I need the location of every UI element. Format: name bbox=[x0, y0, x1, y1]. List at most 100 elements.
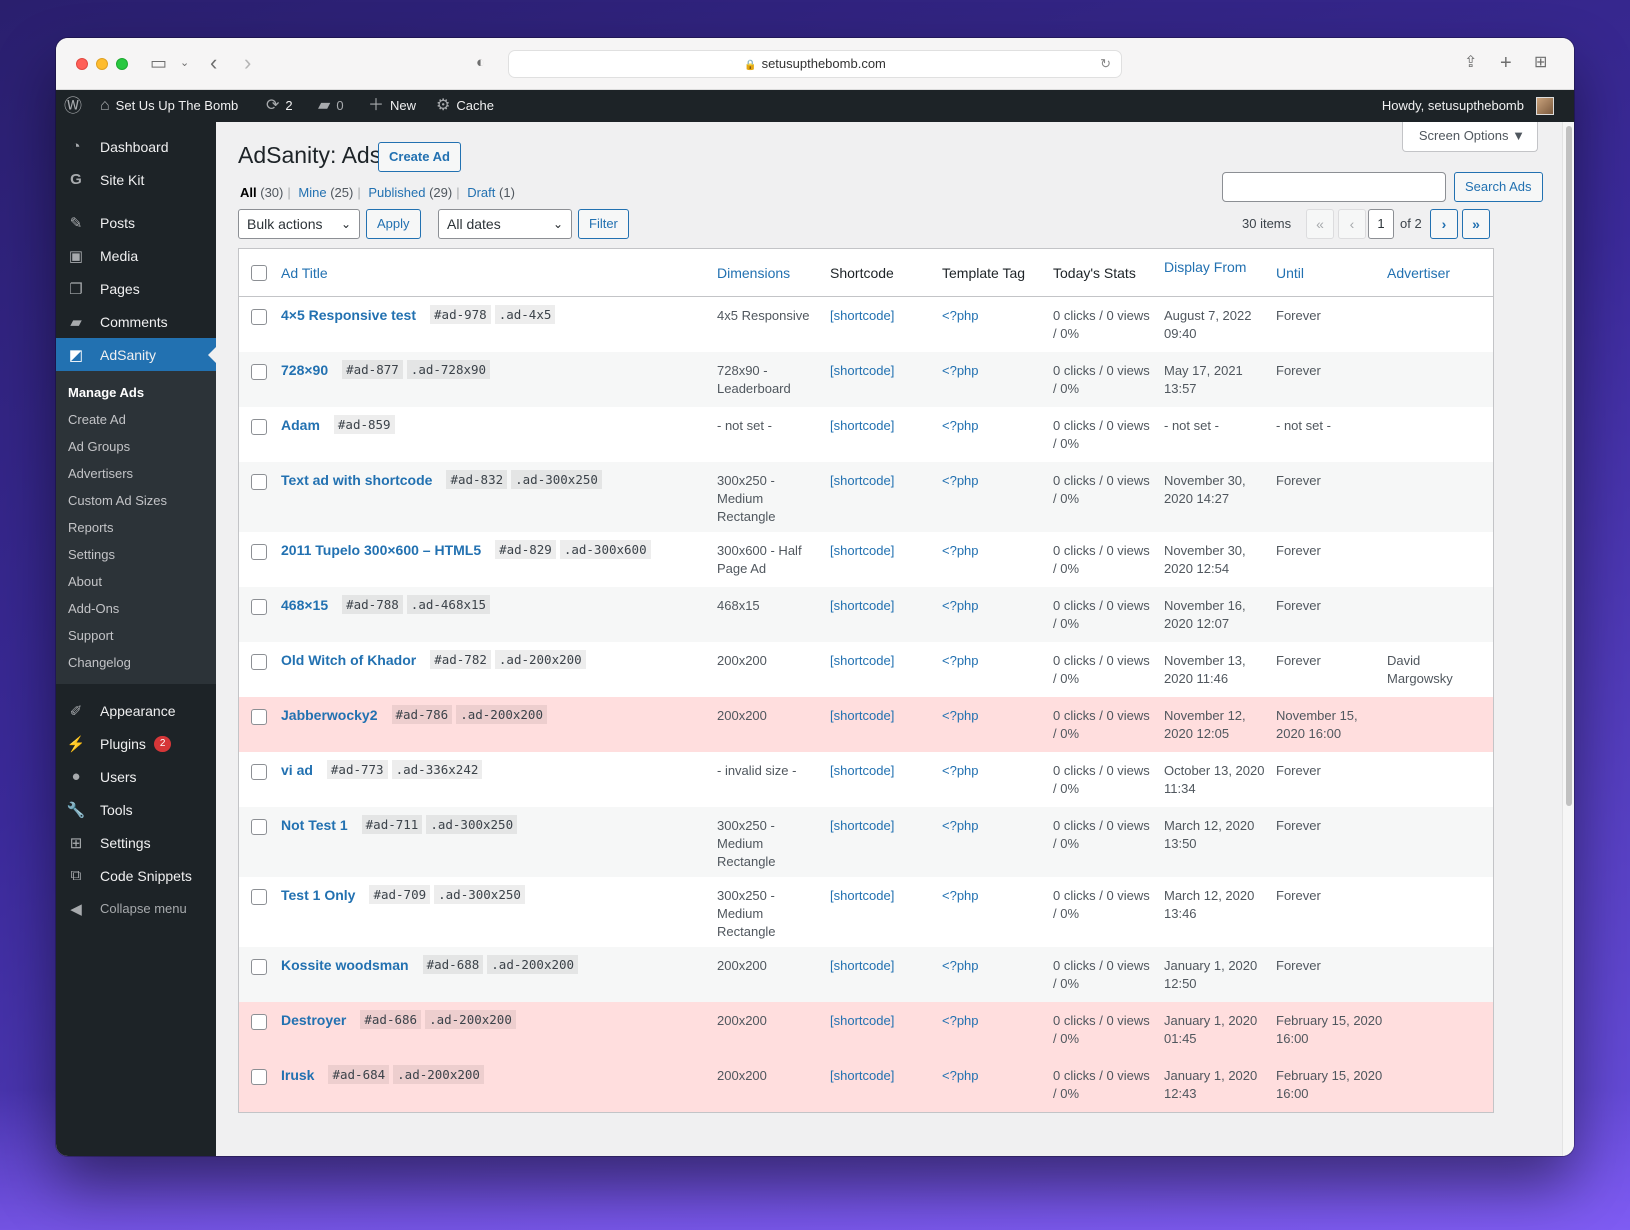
row-checkbox[interactable] bbox=[251, 1014, 267, 1030]
search-input[interactable] bbox=[1222, 172, 1446, 202]
current-page-input[interactable]: 1 bbox=[1368, 209, 1394, 239]
submenu-create-ad[interactable]: Create Ad bbox=[68, 412, 126, 427]
select-all-checkbox[interactable] bbox=[251, 265, 267, 281]
sidebar-item-pages[interactable]: ❐ Pages bbox=[56, 272, 216, 305]
submenu-about[interactable]: About bbox=[68, 574, 102, 589]
sidebar-item-appearance[interactable]: ✐ Appearance bbox=[56, 694, 216, 727]
scrollbar-thumb[interactable] bbox=[1566, 126, 1572, 806]
column-advertiser[interactable]: Advertiser bbox=[1387, 265, 1451, 281]
last-page-button[interactable]: » bbox=[1462, 209, 1490, 239]
comments-link[interactable]: ▰ 0 bbox=[318, 90, 344, 122]
row-checkbox[interactable] bbox=[251, 544, 267, 560]
row-checkbox[interactable] bbox=[251, 764, 267, 780]
template-tag-link[interactable]: <?php bbox=[942, 1013, 979, 1028]
row-checkbox[interactable] bbox=[251, 309, 267, 325]
template-tag-link[interactable]: <?php bbox=[942, 888, 979, 903]
ad-title-link[interactable]: Destroyer bbox=[281, 1011, 347, 1028]
sidebar-item-plugins[interactable]: ⚡ Plugins 2 bbox=[56, 727, 216, 760]
new-tab-icon[interactable]: + bbox=[1500, 52, 1512, 74]
sidebar-item-users[interactable]: ● Users bbox=[56, 760, 216, 793]
shortcode-link[interactable]: [shortcode] bbox=[830, 543, 895, 558]
page-scrollbar[interactable] bbox=[1562, 122, 1574, 1156]
share-icon[interactable]: ⇪ bbox=[1464, 54, 1478, 71]
view-all[interactable]: All bbox=[240, 185, 257, 200]
ad-title-link[interactable]: 4×5 Responsive test bbox=[281, 306, 417, 323]
submenu-reports[interactable]: Reports bbox=[68, 520, 114, 535]
shortcode-link[interactable]: [shortcode] bbox=[830, 1013, 895, 1028]
shortcode-link[interactable]: [shortcode] bbox=[830, 598, 895, 613]
template-tag-link[interactable]: <?php bbox=[942, 308, 979, 323]
submenu-manage-ads[interactable]: Manage Ads bbox=[68, 385, 145, 400]
shortcode-link[interactable]: [shortcode] bbox=[830, 418, 895, 433]
cache-link[interactable]: ⚙ Cache bbox=[436, 90, 494, 122]
template-tag-link[interactable]: <?php bbox=[942, 473, 979, 488]
view-draft[interactable]: Draft bbox=[467, 185, 496, 200]
submenu-settings[interactable]: Settings bbox=[68, 547, 115, 562]
shortcode-link[interactable]: [shortcode] bbox=[830, 653, 895, 668]
row-checkbox[interactable] bbox=[251, 1069, 267, 1085]
collapse-menu-button[interactable]: ◀ Collapse menu bbox=[56, 892, 216, 925]
my-account-link[interactable]: Howdy, setusupthebomb bbox=[1382, 90, 1554, 122]
sidebar-item-settings[interactable]: ⊞ Settings bbox=[56, 826, 216, 859]
ad-title-link[interactable]: Irusk bbox=[281, 1066, 315, 1083]
bulk-actions-select[interactable]: Bulk actions ⌄ bbox=[238, 209, 360, 239]
site-name-link[interactable]: ⌂ Set Us Up The Bomb bbox=[100, 90, 238, 122]
sidebar-item-media[interactable]: ▣ Media bbox=[56, 239, 216, 272]
create-ad-button[interactable]: Create Ad bbox=[378, 142, 461, 172]
row-checkbox[interactable] bbox=[251, 889, 267, 905]
first-page-button[interactable]: « bbox=[1306, 209, 1334, 239]
column-ad-title[interactable]: Ad Title bbox=[281, 265, 328, 281]
view-mine[interactable]: Mine bbox=[298, 185, 327, 200]
row-checkbox[interactable] bbox=[251, 364, 267, 380]
reload-icon[interactable]: ↻ bbox=[1100, 56, 1111, 71]
row-checkbox[interactable] bbox=[251, 419, 267, 435]
shortcode-link[interactable]: [shortcode] bbox=[830, 1068, 895, 1083]
template-tag-link[interactable]: <?php bbox=[942, 708, 979, 723]
address-bar[interactable]: 🔒 setusupthebomb.com ↻ bbox=[508, 50, 1122, 78]
sidebar-item-dashboard[interactable]: ◔ Dashboard bbox=[56, 130, 216, 163]
shortcode-link[interactable]: [shortcode] bbox=[830, 888, 895, 903]
zoom-window-button[interactable] bbox=[116, 58, 128, 70]
forward-icon[interactable]: › bbox=[244, 50, 252, 75]
submenu-custom-ad-sizes[interactable]: Custom Ad Sizes bbox=[68, 493, 167, 508]
shortcode-link[interactable]: [shortcode] bbox=[830, 473, 895, 488]
view-published[interactable]: Published bbox=[368, 185, 426, 200]
filter-button[interactable]: Filter bbox=[578, 209, 629, 239]
date-filter-select[interactable]: All dates ⌄ bbox=[438, 209, 572, 239]
sidebar-item-comments[interactable]: ▰ Comments bbox=[56, 305, 216, 338]
updates-link[interactable]: ⟳ 2 bbox=[266, 90, 293, 122]
shortcode-link[interactable]: [shortcode] bbox=[830, 708, 895, 723]
template-tag-link[interactable]: <?php bbox=[942, 543, 979, 558]
minimize-window-button[interactable] bbox=[96, 58, 108, 70]
column-display-from[interactable]: Display From bbox=[1164, 259, 1247, 275]
sidebar-item-code-snippets[interactable]: ⧉ Code Snippets bbox=[56, 859, 216, 892]
ad-title-link[interactable]: 728×90 bbox=[281, 361, 329, 378]
back-icon[interactable]: ‹ bbox=[210, 50, 218, 75]
template-tag-link[interactable]: <?php bbox=[942, 363, 979, 378]
shortcode-link[interactable]: [shortcode] bbox=[830, 818, 895, 833]
template-tag-link[interactable]: <?php bbox=[942, 958, 979, 973]
ad-title-link[interactable]: Adam bbox=[281, 416, 320, 433]
row-checkbox[interactable] bbox=[251, 599, 267, 615]
shortcode-link[interactable]: [shortcode] bbox=[830, 308, 895, 323]
ad-title-link[interactable]: Old Witch of Khador bbox=[281, 651, 417, 668]
template-tag-link[interactable]: <?php bbox=[942, 653, 979, 668]
column-dimensions[interactable]: Dimensions bbox=[717, 265, 791, 281]
row-checkbox[interactable] bbox=[251, 474, 267, 490]
ad-title-link[interactable]: Kossite woodsman bbox=[281, 956, 409, 973]
prev-page-button[interactable]: ‹ bbox=[1338, 209, 1366, 239]
sidebar-toggle-icon[interactable]: ▭ bbox=[150, 53, 168, 73]
apply-button[interactable]: Apply bbox=[366, 209, 421, 239]
privacy-shield-icon[interactable]: ◐ bbox=[476, 54, 486, 71]
ad-title-link[interactable]: 468×15 bbox=[281, 596, 329, 613]
search-ads-button[interactable]: Search Ads bbox=[1454, 172, 1543, 202]
column-until[interactable]: Until bbox=[1276, 265, 1305, 281]
ad-title-link[interactable]: Test 1 Only bbox=[281, 886, 356, 903]
row-checkbox[interactable] bbox=[251, 959, 267, 975]
submenu-advertisers[interactable]: Advertisers bbox=[68, 466, 134, 481]
ad-title-link[interactable]: Jabberwocky2 bbox=[281, 706, 378, 723]
wordpress-logo-icon[interactable]: Ⓦ bbox=[64, 96, 82, 116]
ad-title-link[interactable]: 2011 Tupelo 300×600 – HTML5 bbox=[281, 541, 482, 558]
sidebar-item-tools[interactable]: 🔧 Tools bbox=[66, 801, 133, 819]
screen-options-button[interactable]: Screen Options ▼ bbox=[1401, 122, 1538, 152]
